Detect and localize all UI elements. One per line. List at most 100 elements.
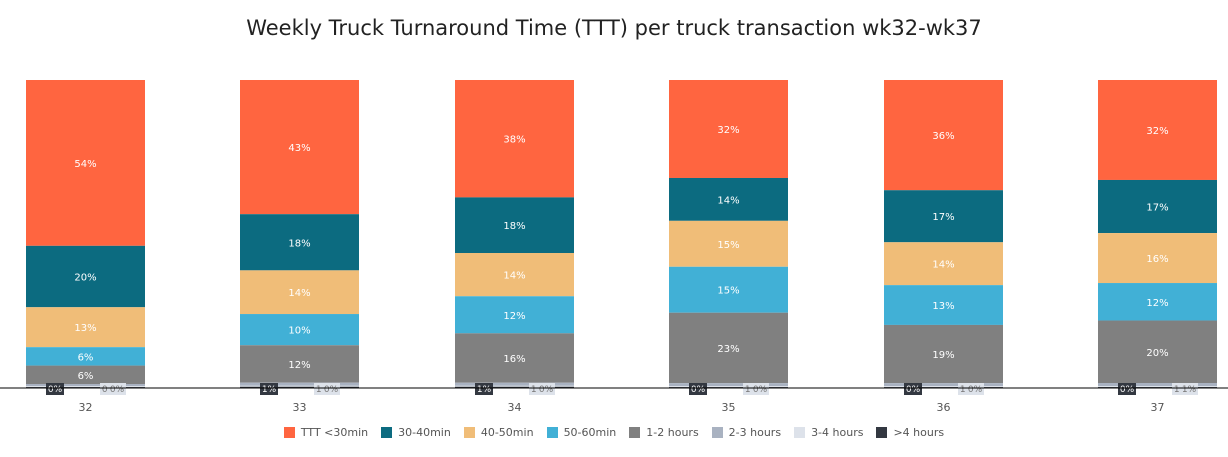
bar-segment (455, 80, 574, 198)
data-label: 13% (74, 323, 96, 334)
data-label: 16% (1146, 254, 1168, 265)
bar-segment (26, 386, 145, 388)
data-label: 12% (1146, 298, 1168, 309)
data-label: 0% (691, 385, 706, 395)
data-label: 0% (1120, 385, 1135, 395)
data-label: 23% (717, 344, 739, 355)
bar-segment (1098, 383, 1217, 387)
legend-item: >4 hours (876, 426, 944, 439)
x-tick-label: 33 (293, 401, 307, 414)
bar-segment (884, 383, 1003, 387)
bar-segment (884, 80, 1003, 191)
data-label: 32% (717, 125, 739, 136)
data-label: 36% (932, 131, 954, 142)
bar-segment (884, 190, 1003, 243)
legend-label: 2-3 hours (728, 426, 782, 439)
bar-segment (240, 382, 359, 386)
bar-segment (669, 220, 788, 267)
x-tick-label: 36 (937, 401, 951, 414)
data-label: 18% (503, 221, 525, 232)
x-tick-label: 32 (79, 401, 93, 414)
data-label-box (904, 383, 922, 395)
legend-item: TTT <30min (283, 426, 368, 439)
data-label: 14% (288, 288, 310, 299)
bar-segment (455, 296, 574, 334)
legend-label: 3-4 hours (811, 426, 864, 439)
legend-swatch (381, 427, 393, 438)
bar-segment (1098, 283, 1217, 321)
data-label: 17% (932, 212, 954, 223)
legend-label: 40-50min (480, 426, 534, 439)
bar-segment (669, 383, 788, 387)
data-label: 20% (1146, 348, 1168, 359)
legend-label: >4 hours (893, 426, 945, 439)
data-label-box (46, 383, 64, 395)
bar-segment (26, 80, 145, 246)
data-label-box (475, 383, 493, 395)
bar-segment (26, 365, 145, 385)
bar-segment (884, 386, 1003, 388)
chart-title: Weekly Truck Turnaround Time (TTT) per t… (246, 16, 982, 40)
data-label: 54% (74, 159, 96, 170)
data-label-box (689, 383, 707, 395)
bar-segment (884, 324, 1003, 384)
x-tick-label: 35 (722, 401, 736, 414)
data-label: 0% (48, 385, 63, 395)
bar-segment (455, 252, 574, 297)
data-label: 12% (503, 311, 525, 322)
bar-segment (669, 386, 788, 388)
bar-segment (240, 80, 359, 215)
data-label: 13% (932, 301, 954, 312)
bar-segment (26, 307, 145, 348)
bar-segment (240, 314, 359, 346)
data-label: 14% (503, 271, 525, 282)
data-label: 1% (262, 385, 277, 395)
legend-item: 3-4 hours (794, 426, 863, 439)
x-tick-label: 37 (1151, 401, 1165, 414)
bar-segment (26, 245, 145, 308)
bar-segment (26, 347, 145, 366)
data-label-box (966, 383, 984, 395)
data-label-box (1118, 383, 1136, 395)
data-label: 14% (932, 260, 954, 271)
legend-swatch (546, 427, 558, 438)
data-label: 20% (74, 273, 96, 284)
bar-segment (455, 382, 574, 386)
data-label: 6% (78, 352, 94, 363)
data-label: 17% (1146, 203, 1168, 214)
data-label: 0% (110, 385, 125, 395)
bar-segment (455, 386, 574, 388)
data-label: 14% (717, 195, 739, 206)
data-label: 12% (288, 360, 310, 371)
bar-segment (26, 384, 145, 387)
bar-segment (669, 177, 788, 221)
bar-segment (240, 345, 359, 383)
data-label: 15% (717, 286, 739, 297)
data-label-box (322, 383, 340, 395)
data-label: 19% (932, 350, 954, 361)
bar-segment (1098, 320, 1217, 384)
bar-segment (669, 312, 788, 384)
legend-swatch (629, 427, 641, 438)
data-label: 10% (288, 326, 310, 337)
data-label: 15% (717, 240, 739, 251)
bar-segment (455, 333, 574, 383)
legend-swatch (711, 427, 723, 438)
data-label: 6% (78, 371, 94, 382)
data-label: 0% (324, 385, 339, 395)
bar-segment (240, 385, 359, 387)
legend-item: 30-40min (381, 426, 451, 439)
data-label: 32% (1146, 126, 1168, 137)
legend-swatch (876, 427, 888, 438)
bar-segment (884, 242, 1003, 286)
legend-swatch (283, 427, 295, 438)
legend-label: 50-60min (563, 426, 617, 439)
bar-segment (240, 214, 359, 271)
bar-segment (1098, 386, 1217, 388)
x-tick-label: 34 (508, 401, 522, 414)
data-label: 0% (968, 385, 983, 395)
bar-segment (455, 197, 574, 253)
data-label: 0% (539, 385, 554, 395)
bar-segment (669, 80, 788, 178)
legend-item: 50-60min (546, 426, 617, 439)
